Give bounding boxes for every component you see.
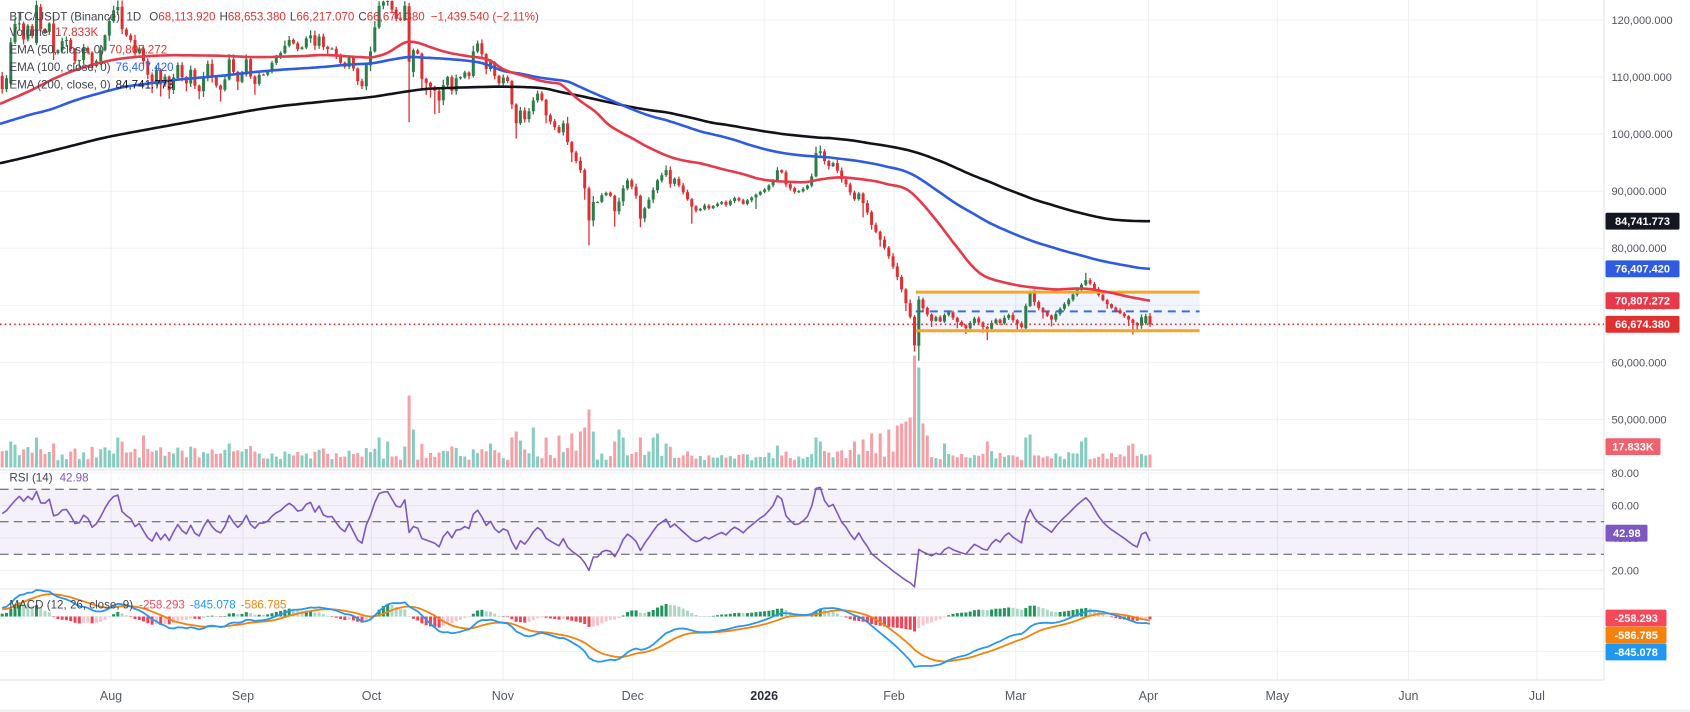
svg-text:May: May bbox=[1265, 689, 1289, 703]
svg-text:90,000.000: 90,000.000 bbox=[1612, 186, 1667, 198]
svg-text:EMA (50, close, 0)70,807.272: EMA (50, close, 0) 70,807.272 bbox=[9, 44, 167, 57]
svg-text:110,000.000: 110,000.000 bbox=[1612, 72, 1672, 84]
svg-text:80.00: 80.00 bbox=[1612, 468, 1640, 480]
svg-text:Nov: Nov bbox=[492, 689, 515, 703]
svg-text:20.00: 20.00 bbox=[1612, 565, 1640, 577]
svg-text:100,000.000: 100,000.000 bbox=[1612, 129, 1673, 141]
svg-text:RSI (14)42.98: RSI (14) 42.98 bbox=[9, 472, 88, 485]
svg-text:42.98: 42.98 bbox=[1613, 528, 1641, 540]
svg-text:60.00: 60.00 bbox=[1612, 500, 1640, 512]
svg-text:Apr: Apr bbox=[1139, 689, 1158, 703]
svg-text:EMA (200, close, 0)84,741.773: EMA (200, close, 0) 84,741.773 bbox=[9, 79, 173, 92]
svg-text:-586.785: -586.785 bbox=[1614, 630, 1657, 642]
svg-text:Jul: Jul bbox=[1529, 689, 1545, 703]
svg-text:120,000.000: 120,000.000 bbox=[1612, 15, 1673, 27]
svg-text:Sep: Sep bbox=[232, 689, 254, 703]
svg-text:17.833K: 17.833K bbox=[1612, 442, 1654, 454]
svg-text:-258.293: -258.293 bbox=[1614, 613, 1657, 625]
svg-text:Oct: Oct bbox=[362, 689, 382, 703]
svg-text:60,000.000: 60,000.000 bbox=[1612, 357, 1667, 369]
svg-text:70,807.272: 70,807.272 bbox=[1615, 296, 1670, 308]
svg-text:50,000.000: 50,000.000 bbox=[1612, 414, 1667, 426]
svg-text:66,674.380: 66,674.380 bbox=[1615, 319, 1670, 331]
svg-text:80,000.000: 80,000.000 bbox=[1612, 243, 1667, 255]
svg-text:76,407.420: 76,407.420 bbox=[1615, 264, 1670, 276]
svg-text:Mar: Mar bbox=[1005, 689, 1027, 703]
svg-text:MACD (12, 26, close, 9)-258.29: MACD (12, 26, close, 9) -258.293 -845.078-… bbox=[9, 599, 286, 612]
svg-text:Jun: Jun bbox=[1398, 689, 1418, 703]
svg-text:Feb: Feb bbox=[883, 689, 905, 703]
svg-text:Dec: Dec bbox=[622, 689, 644, 703]
svg-text:-845.078: -845.078 bbox=[1614, 647, 1657, 659]
svg-text:EMA (100, close, 0)76,407.420: EMA (100, close, 0) 76,407.420 bbox=[9, 61, 173, 74]
svg-text:2026: 2026 bbox=[750, 689, 778, 703]
svg-text:84,741.773: 84,741.773 bbox=[1615, 216, 1670, 228]
svg-text:Aug: Aug bbox=[100, 689, 122, 703]
